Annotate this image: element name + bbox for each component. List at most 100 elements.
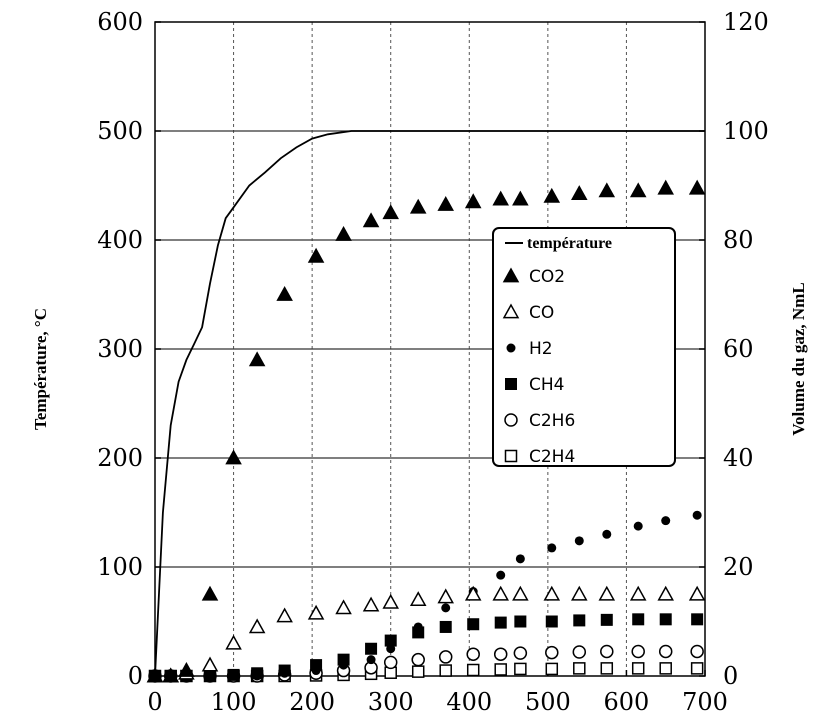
- marker-ch4: [573, 614, 586, 627]
- marker-co2: [464, 193, 482, 209]
- marker-ch4: [545, 615, 558, 628]
- marker-ch4: [494, 616, 507, 629]
- marker-ch4: [365, 642, 378, 655]
- marker-h2: [496, 570, 506, 580]
- marker-co2: [146, 667, 164, 683]
- marker-co2: [492, 190, 509, 206]
- marker-h2: [413, 622, 423, 632]
- marker-h2: [252, 671, 262, 681]
- marker-c2h4: [439, 664, 452, 677]
- marker-c2h6: [411, 652, 425, 667]
- marker-h2: [547, 543, 557, 553]
- right-tick-label: 60: [723, 335, 754, 363]
- right-tick-label: 20: [723, 553, 754, 581]
- marker-co: [437, 588, 454, 604]
- legend-marker-c2h6: [504, 413, 518, 427]
- marker-co: [512, 585, 529, 601]
- marker-h2: [339, 660, 349, 670]
- marker-co: [598, 585, 616, 601]
- right-axis-ticks: 0 20 40 60 80 100 120: [699, 8, 769, 690]
- left-tick-label: 600: [97, 8, 143, 36]
- marker-c2h6: [658, 644, 673, 659]
- marker-co2: [225, 449, 242, 465]
- marker-co: [335, 599, 352, 615]
- marker-co2: [201, 585, 219, 601]
- left-tick-label: 0: [128, 662, 143, 690]
- marker-c2h4: [659, 662, 672, 675]
- marker-ch4: [691, 613, 704, 626]
- marker-co2: [657, 179, 674, 195]
- marker-ch4: [632, 613, 645, 626]
- legend-label-ch4: CH4: [529, 375, 564, 395]
- marker-co: [307, 604, 325, 620]
- legend-marker-ch4: [505, 378, 517, 390]
- marker-co: [688, 585, 706, 601]
- right-tick-label: 0: [723, 662, 738, 690]
- right-tick-label: 80: [723, 226, 754, 254]
- x-tick-label: 100: [211, 688, 257, 716]
- marker-c2h4: [494, 663, 507, 676]
- marker-co: [225, 634, 242, 650]
- legend-label-co2: CO2: [529, 267, 565, 287]
- x-tick-label: 0: [147, 688, 162, 716]
- marker-ch4: [659, 613, 672, 626]
- marker-c2h4: [573, 662, 586, 675]
- marker-co: [382, 593, 399, 609]
- marker-co2: [437, 196, 454, 211]
- legend-label-c2h6: C2H6: [529, 411, 575, 431]
- legend-marker-co: [502, 303, 520, 319]
- marker-c2h6: [383, 655, 398, 670]
- marker-c2h6: [466, 647, 480, 661]
- marker-h2: [441, 603, 451, 613]
- marker-co: [362, 596, 380, 612]
- data-markers: [146, 179, 706, 683]
- marker-co2: [543, 187, 561, 203]
- legend: température CO2 CO H2 CH4 C2H6 C2H4: [492, 227, 676, 467]
- x-tick-label: 700: [682, 688, 728, 716]
- legend-marker-co2: [502, 267, 520, 283]
- marker-h2: [602, 529, 612, 539]
- marker-c2h4: [514, 662, 527, 676]
- marker-co: [409, 591, 427, 607]
- marker-ch4: [467, 618, 480, 631]
- legend-temperature-label: température: [527, 235, 612, 252]
- x-tick-label: 500: [525, 688, 571, 716]
- marker-c2h6: [572, 645, 587, 659]
- marker-co2: [598, 182, 616, 198]
- x-tick-label: 300: [368, 688, 414, 716]
- x-tick-label: 400: [446, 688, 492, 716]
- marker-h2: [229, 671, 239, 681]
- marker-h2: [661, 516, 671, 526]
- marker-co2: [335, 226, 352, 241]
- marker-c2h6: [438, 650, 453, 664]
- legend-items: CO2 CO H2 CH4 C2H6 C2H4: [502, 267, 575, 467]
- marker-c2h4: [545, 662, 559, 676]
- marker-c2h6: [513, 646, 528, 660]
- marker-co2: [382, 204, 399, 220]
- left-tick-label: 500: [97, 117, 143, 145]
- marker-h2: [633, 521, 643, 531]
- marker-co2: [276, 285, 293, 301]
- marker-co2: [571, 185, 588, 201]
- marker-c2h6: [690, 644, 704, 659]
- left-axis-ticks: 0 100 200 300 400 500 600: [97, 8, 161, 690]
- marker-co2: [178, 662, 195, 677]
- marker-h2: [515, 554, 525, 564]
- marker-co2: [512, 190, 529, 206]
- marker-co: [201, 656, 219, 672]
- marker-co: [543, 585, 561, 601]
- temperature-line: [154, 130, 705, 677]
- left-tick-label: 100: [97, 553, 143, 581]
- marker-c2h6: [493, 647, 508, 661]
- marker-co: [571, 585, 588, 601]
- marker-c2h6: [600, 644, 614, 659]
- left-axis-label: Température, °C: [31, 308, 50, 430]
- marker-co: [248, 618, 266, 634]
- left-tick-label: 400: [97, 226, 143, 254]
- right-axis-label: Volume du gaz, NmL: [789, 282, 808, 435]
- marker-h2: [574, 536, 584, 546]
- marker-co2: [248, 351, 266, 367]
- marker-ch4: [600, 613, 613, 626]
- marker-co: [464, 585, 482, 601]
